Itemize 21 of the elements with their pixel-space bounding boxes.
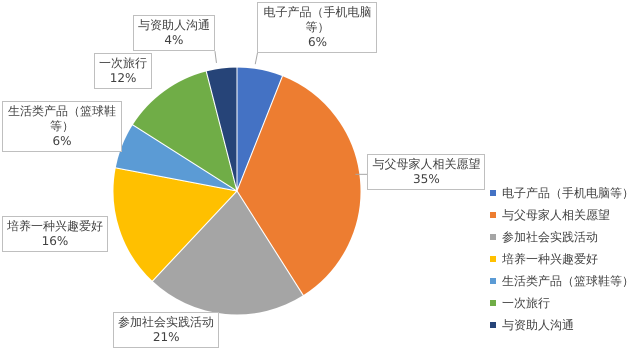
slice-label: 电子产品（手机电脑等） <box>262 4 372 35</box>
data-label: 4% <box>163 33 184 48</box>
data-label: 12% <box>108 71 138 86</box>
data-label: 21% <box>152 330 181 345</box>
legend-label: 培养一种兴趣爱好 <box>502 250 598 268</box>
data-label: 6% <box>51 134 73 150</box>
slice-label: 与资助人沟通 <box>138 18 210 34</box>
data-label: 35% <box>412 172 441 186</box>
slice-label: 一次旅行 <box>99 56 148 72</box>
legend-label: 与父母家人相关愿望 <box>502 206 610 224</box>
legend-label: 参加社会实践活动 <box>502 228 598 246</box>
legend-label: 生活类产品（篮球鞋等） <box>502 272 634 290</box>
data-label: 16% <box>40 234 70 249</box>
slice-label: 培养一种兴趣爱好 <box>7 218 103 234</box>
legend-label: 一次旅行 <box>502 294 550 312</box>
data-label: 6% <box>306 34 328 50</box>
slice-label: 生活类产品（篮球鞋等） <box>7 104 117 134</box>
legend-label: 与资助人沟通 <box>502 316 574 334</box>
slice-label: 参加社会实践活动 <box>118 315 214 330</box>
slice-label: 与父母家人相关愿望 <box>372 156 480 172</box>
legend-label: 电子产品（手机电脑等） <box>502 184 634 202</box>
